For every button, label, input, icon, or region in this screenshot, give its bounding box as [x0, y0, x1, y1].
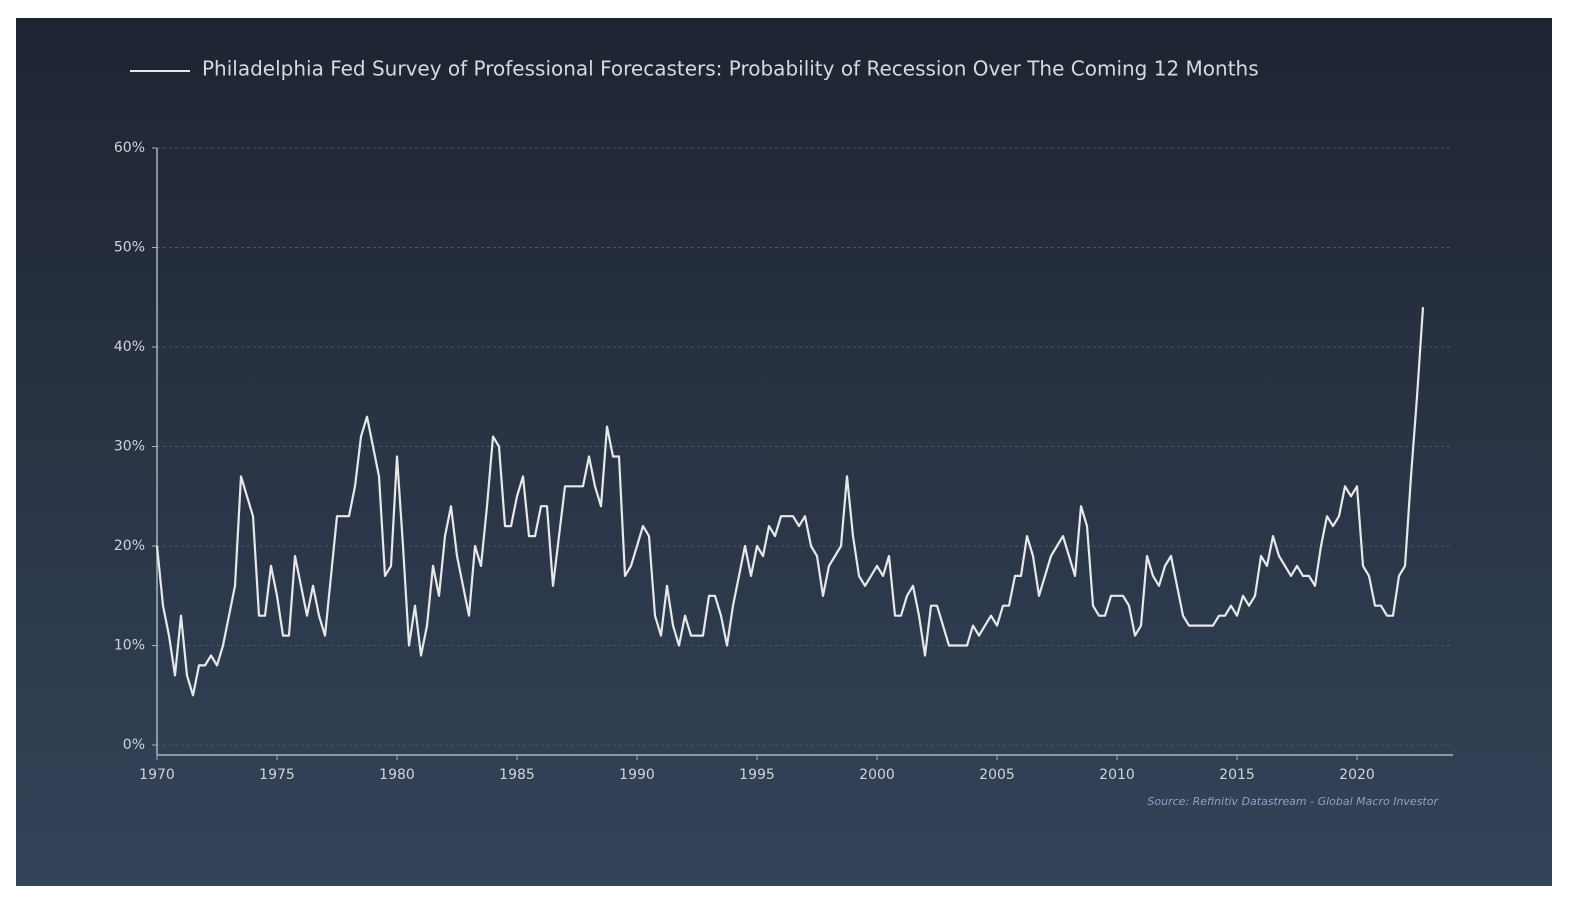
x-tick-label: 2015 [1219, 767, 1255, 783]
x-tick-label: 2010 [1099, 767, 1135, 783]
legend-label: Philadelphia Fed Survey of Professional … [202, 57, 1259, 81]
x-tick-label: 1990 [619, 767, 655, 783]
source-note: Source: Refinitiv Datastream - Global Ma… [1147, 795, 1439, 808]
y-tick-label: 0% [123, 737, 145, 753]
chart-background [16, 18, 1552, 886]
x-tick-label: 1975 [259, 767, 295, 783]
x-tick-label: 2020 [1339, 767, 1375, 783]
x-tick-label: 1970 [139, 767, 175, 783]
x-tick-label: 1985 [499, 767, 535, 783]
y-tick-label: 50% [114, 240, 145, 256]
y-tick-label: 60% [114, 140, 145, 156]
y-tick-label: 30% [114, 439, 145, 455]
x-tick-label: 2005 [979, 767, 1015, 783]
y-tick-label: 20% [114, 538, 145, 554]
x-tick-label: 2000 [859, 767, 895, 783]
y-tick-label: 40% [114, 339, 145, 355]
x-tick-label: 1995 [739, 767, 775, 783]
x-tick-label: 1980 [379, 767, 415, 783]
y-tick-label: 10% [114, 638, 145, 654]
series-line [155, 307, 1425, 697]
